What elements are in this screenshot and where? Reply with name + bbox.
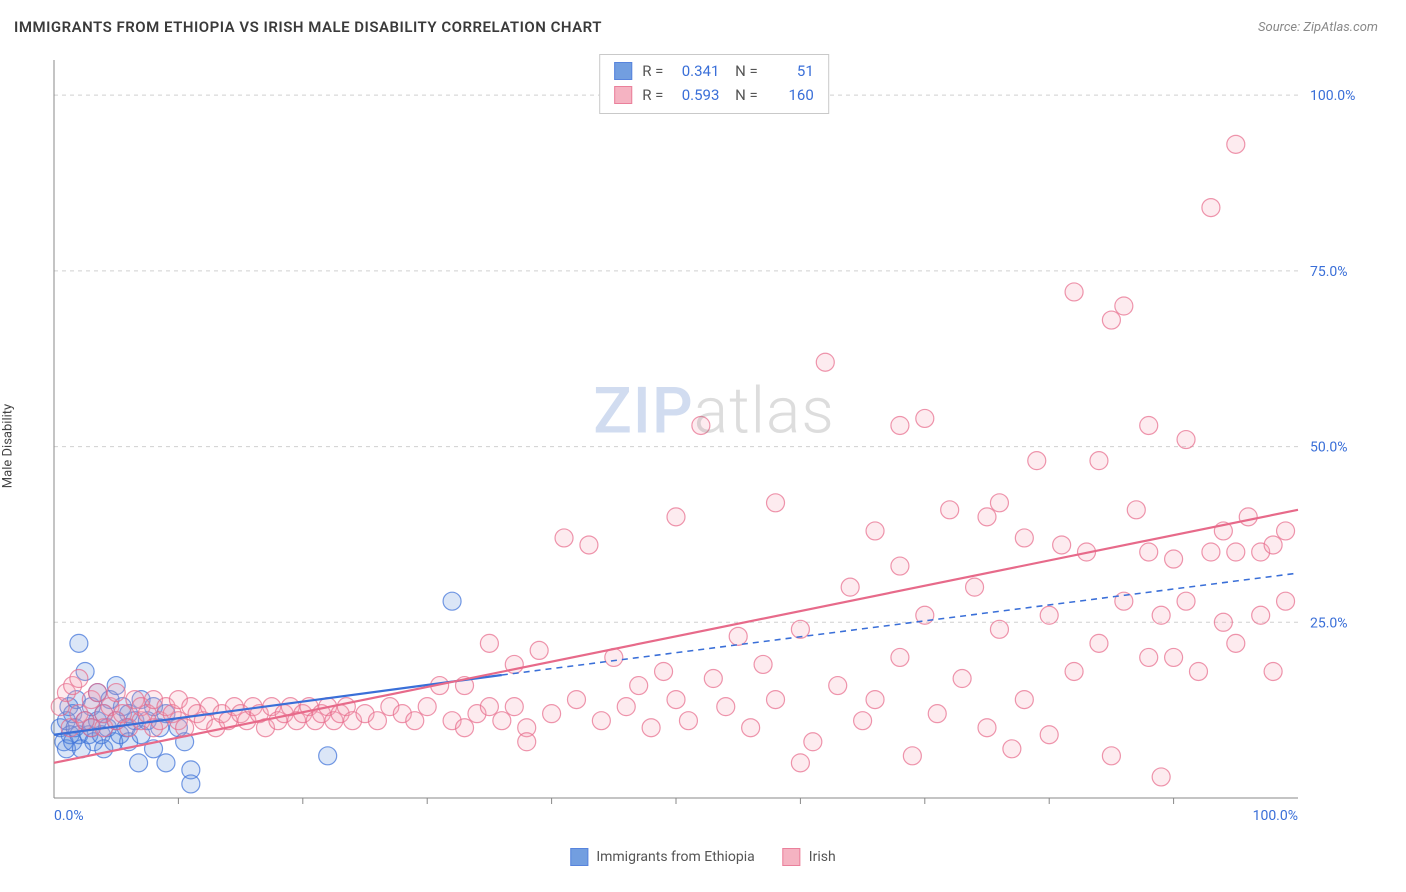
- svg-text:100.0%: 100.0%: [1310, 88, 1355, 104]
- scatter-chart: 25.0% 50.0% 75.0% 100.0% 0.0% 100.0%: [50, 56, 1378, 828]
- n-value-ethiopia: 51: [764, 59, 814, 83]
- chart-title: IMMIGRANTS FROM ETHIOPIA VS IRISH MALE D…: [14, 18, 602, 36]
- y-axis-label: Male Disability: [1, 404, 16, 488]
- r-label: R =: [642, 59, 663, 83]
- legend-row-irish: R = 0.593 N = 160: [614, 83, 814, 107]
- legend-item-irish: Irish: [783, 848, 836, 866]
- legend-swatch-irish: [783, 848, 801, 866]
- r-value-irish: 0.593: [669, 83, 719, 107]
- n-value-irish: 160: [764, 83, 814, 107]
- svg-text:50.0%: 50.0%: [1310, 440, 1348, 456]
- legend-row-ethiopia: R = 0.341 N = 51: [614, 59, 814, 83]
- svg-text:75.0%: 75.0%: [1310, 264, 1348, 280]
- plot-area: 25.0%50.0%75.0%100.0%0.0%100.0% ZIPatlas…: [50, 56, 1378, 828]
- n-label: N =: [735, 59, 758, 83]
- legend-swatch-ethiopia: [570, 848, 588, 866]
- svg-text:100.0%: 100.0%: [1253, 808, 1298, 824]
- r-value-ethiopia: 0.341: [669, 59, 719, 83]
- n-label: N =: [735, 83, 758, 107]
- legend-series: Immigrants from Ethiopia Irish: [570, 848, 835, 866]
- legend-item-ethiopia: Immigrants from Ethiopia: [570, 848, 754, 866]
- legend-correlation-box: R = 0.341 N = 51 R = 0.593 N = 160: [599, 54, 829, 114]
- legend-swatch-irish: [614, 86, 632, 104]
- legend-label-irish: Irish: [809, 849, 836, 865]
- legend-swatch-ethiopia: [614, 62, 632, 80]
- r-label: R =: [642, 83, 663, 107]
- svg-text:25.0%: 25.0%: [1310, 615, 1348, 631]
- legend-label-ethiopia: Immigrants from Ethiopia: [596, 849, 754, 865]
- source-label: Source: ZipAtlas.com: [1258, 20, 1378, 35]
- svg-text:0.0%: 0.0%: [54, 808, 84, 824]
